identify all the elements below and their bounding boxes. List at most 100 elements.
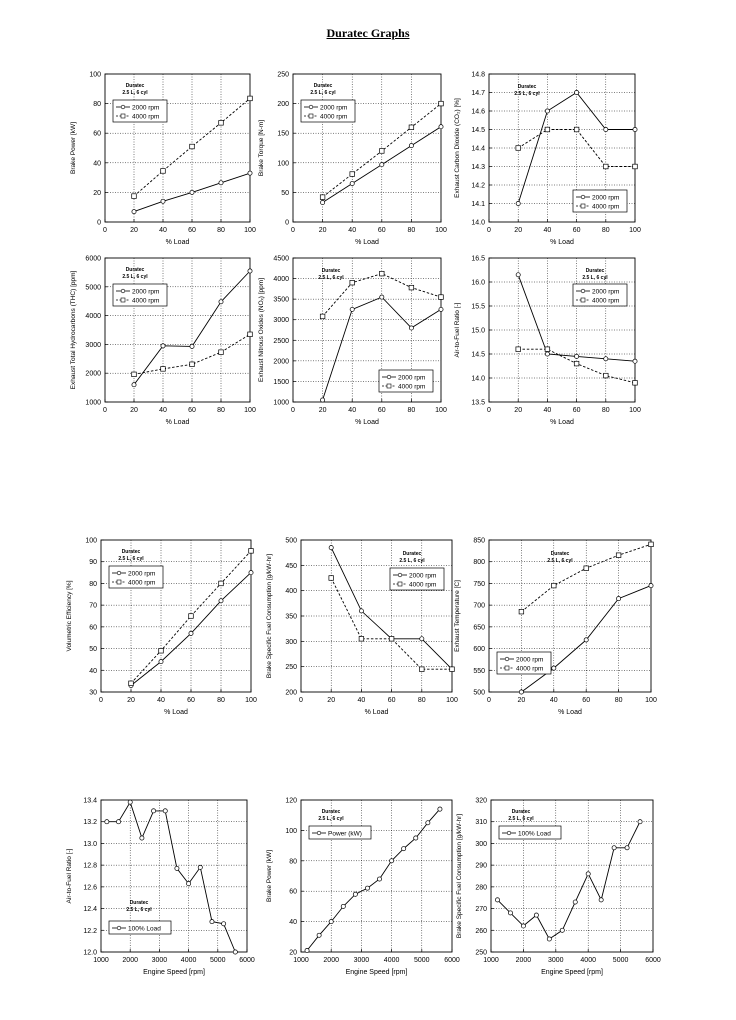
data-point bbox=[352, 891, 358, 897]
data-point bbox=[218, 598, 224, 604]
x-tick-label: 5000 bbox=[414, 957, 430, 964]
x-tick-label: 80 bbox=[602, 407, 610, 414]
chart-annotation: 2.5 L, 6 cyl bbox=[508, 816, 534, 822]
x-tick-label: 2000 bbox=[323, 957, 339, 964]
y-tick-label: 500 bbox=[473, 690, 485, 697]
x-tick-label: 100 bbox=[629, 407, 641, 414]
data-point bbox=[544, 108, 550, 114]
data-point bbox=[349, 171, 355, 177]
data-point bbox=[632, 127, 638, 132]
y-tick-label: 50 bbox=[89, 646, 97, 653]
y-tick-label: 14.7 bbox=[471, 90, 485, 97]
legend-marker bbox=[120, 297, 126, 303]
y-tick-label: 100 bbox=[285, 828, 297, 835]
x-tick-label: 100 bbox=[245, 697, 257, 704]
plot-frame bbox=[488, 539, 652, 693]
y-tick-label: 250 bbox=[277, 72, 289, 79]
data-point bbox=[319, 313, 326, 320]
x-tick-label: 0 bbox=[99, 697, 103, 704]
legend-label: 4000 rpm bbox=[516, 666, 543, 673]
x-tick-label: 40 bbox=[358, 697, 366, 704]
x-tick-label: 80 bbox=[217, 227, 225, 234]
y-tick-label: 40 bbox=[89, 668, 97, 675]
legend-marker bbox=[316, 830, 322, 836]
data-point bbox=[218, 299, 224, 305]
legend-marker bbox=[397, 581, 403, 587]
legend-label: 2000 rpm bbox=[409, 573, 436, 580]
x-tick-label: 20 bbox=[327, 697, 335, 704]
data-point bbox=[379, 270, 385, 277]
series-line-2 bbox=[133, 333, 251, 375]
legend-marker bbox=[506, 830, 512, 836]
chart-annotation: 2.5 L, 6 cyl bbox=[118, 556, 144, 562]
legend-label: 2000 rpm bbox=[320, 105, 347, 112]
y-tick-label: 14.3 bbox=[471, 164, 485, 171]
x-axis-label: % Load bbox=[558, 709, 582, 716]
data-point bbox=[379, 148, 385, 154]
data-point bbox=[585, 871, 591, 877]
chart-annotation: 2.5 L, 6 cyl bbox=[122, 274, 148, 280]
data-point bbox=[544, 351, 550, 357]
data-point bbox=[104, 819, 110, 825]
y-axis-label: Brake Torque [N-m] bbox=[258, 120, 265, 176]
chart-annotation: Duratec bbox=[122, 549, 141, 555]
x-tick-label: 100 bbox=[435, 407, 447, 414]
data-point bbox=[507, 910, 513, 916]
data-point bbox=[603, 356, 609, 362]
data-point bbox=[574, 353, 580, 359]
x-tick-label: 20 bbox=[319, 407, 327, 414]
y-tick-label: 290 bbox=[475, 863, 487, 870]
x-tick-label: 0 bbox=[487, 407, 491, 414]
legend-label: 2000 rpm bbox=[132, 105, 159, 112]
data-point bbox=[316, 932, 322, 938]
data-point bbox=[189, 143, 195, 150]
plot-frame bbox=[292, 73, 442, 223]
y-tick-label: 100 bbox=[277, 160, 289, 167]
data-point bbox=[533, 912, 539, 918]
x-tick-label: 20 bbox=[127, 697, 135, 704]
chart-2: 0 20 40 60 80 100 0 50 100 150 200 250 % Load Brake T… bbox=[258, 72, 447, 247]
y-tick-label: 14.1 bbox=[471, 201, 485, 208]
data-point bbox=[495, 897, 500, 903]
y-axis-label: Brake Specific Fuel Consumption [g/kW-hr… bbox=[266, 554, 273, 678]
data-point bbox=[209, 919, 215, 925]
y-tick-label: 1000 bbox=[273, 400, 289, 407]
data-point bbox=[131, 193, 137, 199]
data-point bbox=[419, 666, 425, 672]
data-point bbox=[162, 808, 168, 814]
y-tick-label: 4000 bbox=[85, 313, 101, 320]
chart-annotation: 2.5 L, 6 cyl bbox=[399, 558, 425, 564]
legend-label: 4000 rpm bbox=[128, 580, 155, 587]
legend-box bbox=[572, 189, 628, 213]
y-tick-label: 80 bbox=[289, 858, 297, 865]
chart-4: 0 20 40 60 80 100 1000 2000 3000 4000 5000 6000 % Lo… bbox=[70, 256, 256, 427]
legend-box bbox=[108, 920, 172, 935]
x-tick-label: 100 bbox=[244, 407, 256, 414]
data-point bbox=[189, 361, 195, 367]
data-point bbox=[437, 806, 443, 812]
chart-5: 0 20 40 60 80 100 1000 1500 2000 2500 3000 3500 4000… bbox=[258, 256, 447, 427]
data-point bbox=[515, 272, 521, 278]
data-point bbox=[515, 201, 521, 206]
y-tick-label: 1500 bbox=[273, 379, 289, 386]
y-tick-label: 12.8 bbox=[83, 863, 97, 870]
data-point bbox=[218, 580, 224, 587]
x-tick-label: 20 bbox=[514, 227, 522, 234]
x-tick-label: 0 bbox=[291, 407, 295, 414]
data-point bbox=[328, 919, 334, 925]
data-point bbox=[151, 808, 157, 814]
legend-marker bbox=[386, 374, 392, 380]
y-tick-label: 3000 bbox=[273, 317, 289, 324]
x-tick-label: 1000 bbox=[93, 957, 109, 964]
chart-6: 0 20 40 60 80 100 13.5 14.0 14.5 15.0 15.5 16.0 16.5… bbox=[454, 256, 641, 427]
legend-marker bbox=[580, 297, 586, 303]
data-point bbox=[189, 189, 195, 195]
data-point bbox=[218, 120, 224, 126]
x-tick-label: 100 bbox=[629, 227, 641, 234]
y-tick-label: 15.5 bbox=[471, 304, 485, 311]
y-tick-label: 280 bbox=[475, 884, 487, 891]
x-tick-label: 1000 bbox=[293, 957, 309, 964]
y-tick-label: 14.2 bbox=[471, 183, 485, 190]
x-axis-label: % Load bbox=[365, 709, 389, 716]
